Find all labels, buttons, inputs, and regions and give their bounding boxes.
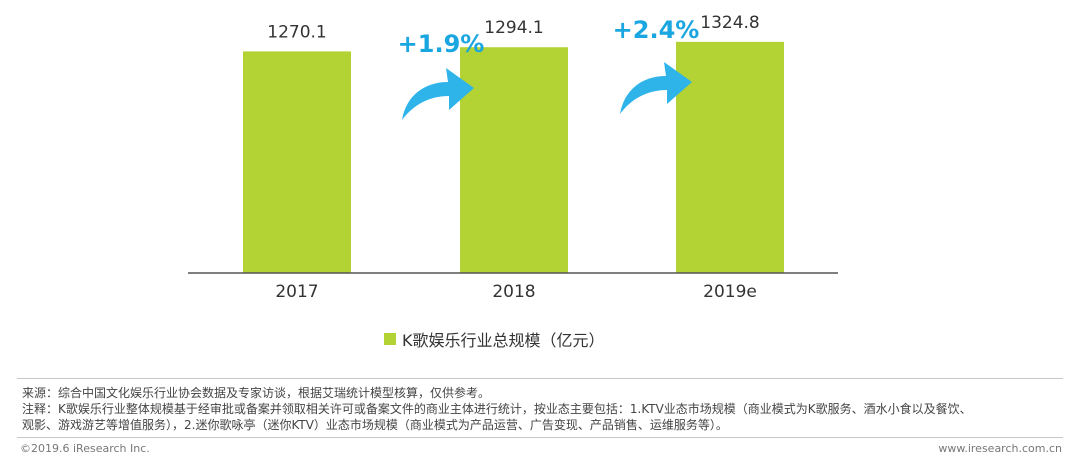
- growth-label-2: +2.4%: [613, 16, 700, 44]
- growth-arrow-2: [620, 62, 692, 114]
- x-tick-label-2017: 2017: [275, 282, 318, 300]
- copyright-text: ©2019.6 iResearch Inc.: [20, 442, 150, 455]
- bar-2018: [460, 47, 568, 274]
- growth-arrow-1: [402, 68, 474, 120]
- legend-label: K歌娱乐行业总规模（亿元）: [402, 331, 605, 350]
- legend-swatch: [384, 333, 396, 345]
- bar-chart: 1270.1 2017 1294.1 2018 1324.8 2019e +1.9% +2.…: [188, 13, 838, 300]
- bar-2017: [243, 51, 351, 273]
- bars-layer: [243, 41, 784, 274]
- source-note: 来源：综合中国文化娱乐行业协会数据及专家访谈，根据艾瑞统计模型核算，仅供参考。: [22, 386, 491, 400]
- labels-layer: 1270.1 2017 1294.1 2018 1324.8 2019e: [267, 13, 759, 300]
- legend: K歌娱乐行业总规模（亿元）: [384, 327, 605, 351]
- notes-block: 来源：综合中国文化娱乐行业协会数据及专家访谈，根据艾瑞统计模型核算，仅供参考。 …: [22, 385, 1072, 433]
- x-tick-label-2019e: 2019e: [703, 282, 757, 300]
- bar-2019e: [676, 41, 784, 273]
- footer-divider: [17, 437, 1063, 438]
- x-tick-label-2018: 2018: [492, 282, 535, 300]
- growth-arrows-layer: +1.9% +2.4%: [398, 16, 700, 120]
- growth-label-1: +1.9%: [398, 30, 485, 58]
- notes-divider: [17, 378, 1063, 379]
- annotation-line-1: 注释：K歌娱乐行业整体规模基于经审批或备案并领取相关许可或备案文件的商业主体进行…: [22, 402, 972, 416]
- website-link[interactable]: www.iresearch.com.cn: [938, 442, 1062, 455]
- value-label-2019e: 1324.8: [700, 13, 759, 33]
- annotation-line-2: 观影、游戏游艺等增值服务），2.迷你歌咏亭（迷你KTV）业态市场规模（商业模式为…: [22, 418, 728, 432]
- value-label-2018: 1294.1: [484, 18, 543, 38]
- value-label-2017: 1270.1: [267, 22, 326, 42]
